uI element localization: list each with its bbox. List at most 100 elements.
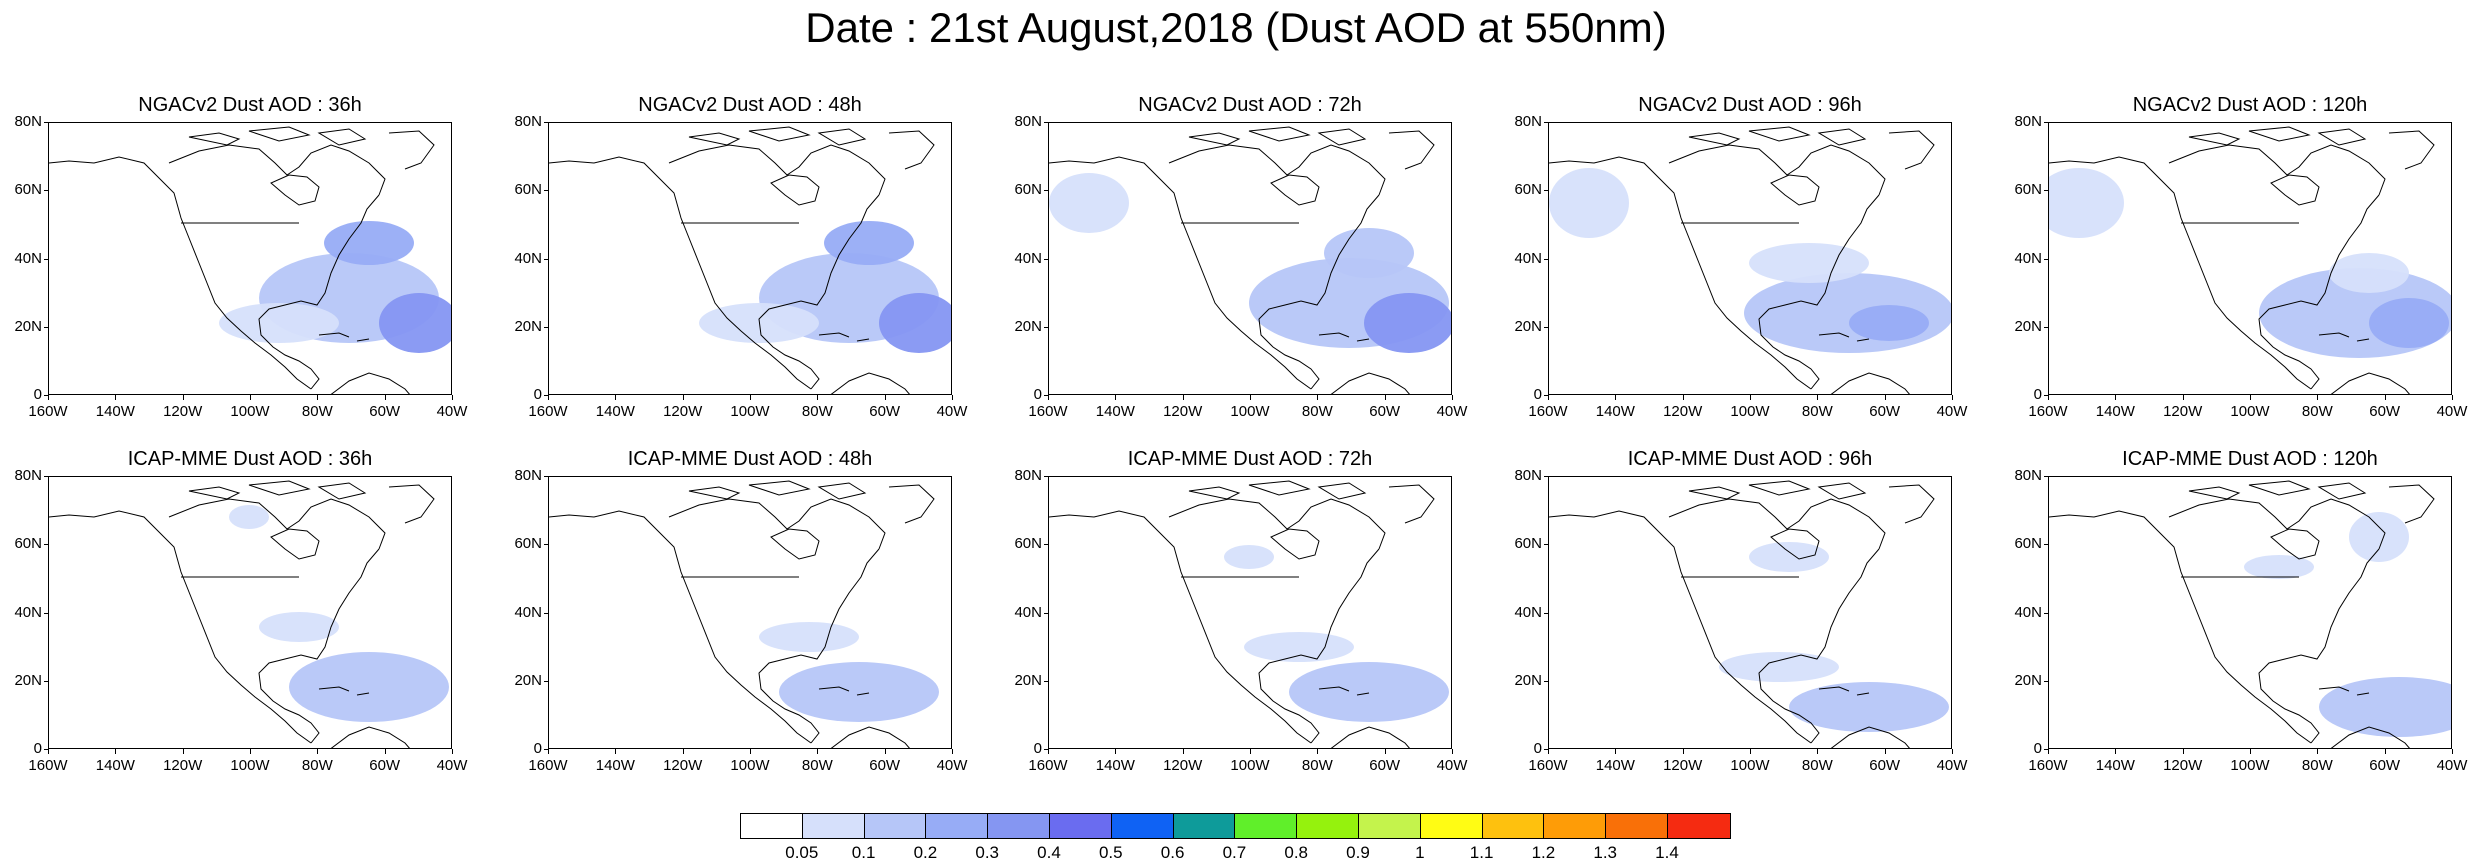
lat-tick-mark [1044,544,1048,546]
coastline [2188,132,2241,146]
coastline [1888,130,1935,170]
lat-tick-mark [1544,258,1548,260]
lon-tick-mark [750,395,751,400]
coastline [748,126,811,142]
lon-tick-mark [1817,395,1819,400]
lat-tick-label: 0 [533,386,542,403]
coastline [2168,144,2386,196]
map-svg [49,126,451,394]
lat-tick-mark [544,749,548,750]
lon-tick-label: 120W [2163,403,2203,420]
lon-tick-label: 140W [595,403,635,420]
lon-tick-mark [817,749,819,754]
lat-tick-mark [1044,122,1048,123]
lon-tick-label: 40W [2436,757,2468,774]
panel-title: ICAP-MME Dust AOD : 96h [1627,448,1873,470]
lat-tick-label: 20N [2014,317,2042,335]
coastline [1770,174,1820,206]
dust-aod-area [2244,555,2314,579]
lon-tick-mark [1548,395,1549,400]
coastline [1356,338,1370,342]
lat-tick-label: 0 [1033,386,1042,403]
coastline [2330,372,2410,394]
panel-title: NGACv2 Dust AOD : 36h [138,94,362,116]
lat-tick-mark [44,395,48,396]
lat-tick-mark [1544,544,1548,546]
lon-tick-mark [182,395,184,400]
lon-tick-mark [1384,395,1386,400]
coastline [317,482,367,500]
coastline [2318,686,2350,692]
lon-tick-mark [884,395,886,400]
lat-tick-label: 40N [514,249,542,267]
lat-tick-mark [544,258,548,260]
dust-aod-area [2049,168,2124,238]
lat-tick-label: 0 [533,740,542,757]
dust-aod-area [219,303,339,343]
lon-tick-label: 80W [1801,757,1833,774]
lon-tick-mark [1750,395,1751,400]
lon-tick-mark [1317,749,1319,754]
map-svg [549,126,951,394]
lat-tick-mark [544,190,548,192]
colorbar-label: 0.1 [851,843,876,862]
lat-tick-label: 20N [2014,671,2042,689]
panel-title: NGACv2 Dust AOD : 120h [2132,94,2368,116]
lon-tick-mark [2384,749,2386,754]
dust-aod-area [1849,305,1929,341]
lon-tick-mark [1615,749,1617,754]
lat-tick-label: 40N [1514,249,1542,267]
lat-tick-mark [1544,326,1548,328]
coastline [168,498,386,550]
coastline [668,144,886,196]
colorbar-swatch [1111,814,1174,838]
lat-tick-label: 80N [1514,113,1542,130]
coastline [2049,156,2312,390]
coastline [270,174,320,206]
dust-aod-area [1244,632,1354,662]
lon-tick-mark [2317,395,2319,400]
coastline [1270,528,1320,560]
lat-tick-label: 0 [33,386,42,403]
map-svg [2049,480,2451,748]
lon-tick-mark [615,395,617,400]
lat-tick-mark [1044,190,1048,192]
coastline [318,332,350,338]
coastline [817,128,867,146]
coastline [668,498,886,550]
lat-tick-label: 40N [2014,603,2042,621]
coastline [1317,482,1367,500]
dust-aod-area [1719,652,1839,682]
lat-tick-mark [1044,258,1048,260]
lon-tick-mark [384,749,386,754]
coastline [1248,480,1311,496]
coastline [1856,692,1870,696]
coastline [818,332,850,338]
coastline [330,372,410,394]
lon-tick-mark [182,749,184,754]
lon-tick-label: 40W [1436,757,1468,774]
map-svg [1549,126,1951,394]
lat-tick-mark [2044,326,2048,328]
coastline [1818,686,1850,692]
coastline [258,194,380,390]
coastline [1830,372,1910,394]
lon-tick-mark [1682,395,1684,400]
lon-tick-label: 100W [2230,403,2270,420]
lat-tick-mark [1044,326,1048,328]
coastline [1856,338,1870,342]
coastline [2388,130,2435,170]
map-svg [1049,480,1449,748]
coastline [1770,528,1820,560]
coastline [2388,484,2435,524]
lat-tick-mark [544,680,548,682]
lon-tick-label: 120W [1663,757,1703,774]
colorbar-label: 1 [1415,843,1425,862]
colorbar-label: 1.4 [1655,843,1679,862]
coastline [1168,144,1386,196]
dust-aod-area [1749,542,1829,572]
lon-tick-label: 100W [230,757,270,774]
lat-tick-mark [544,544,548,546]
coastline [856,338,870,342]
lat-tick-mark [2044,544,2048,546]
